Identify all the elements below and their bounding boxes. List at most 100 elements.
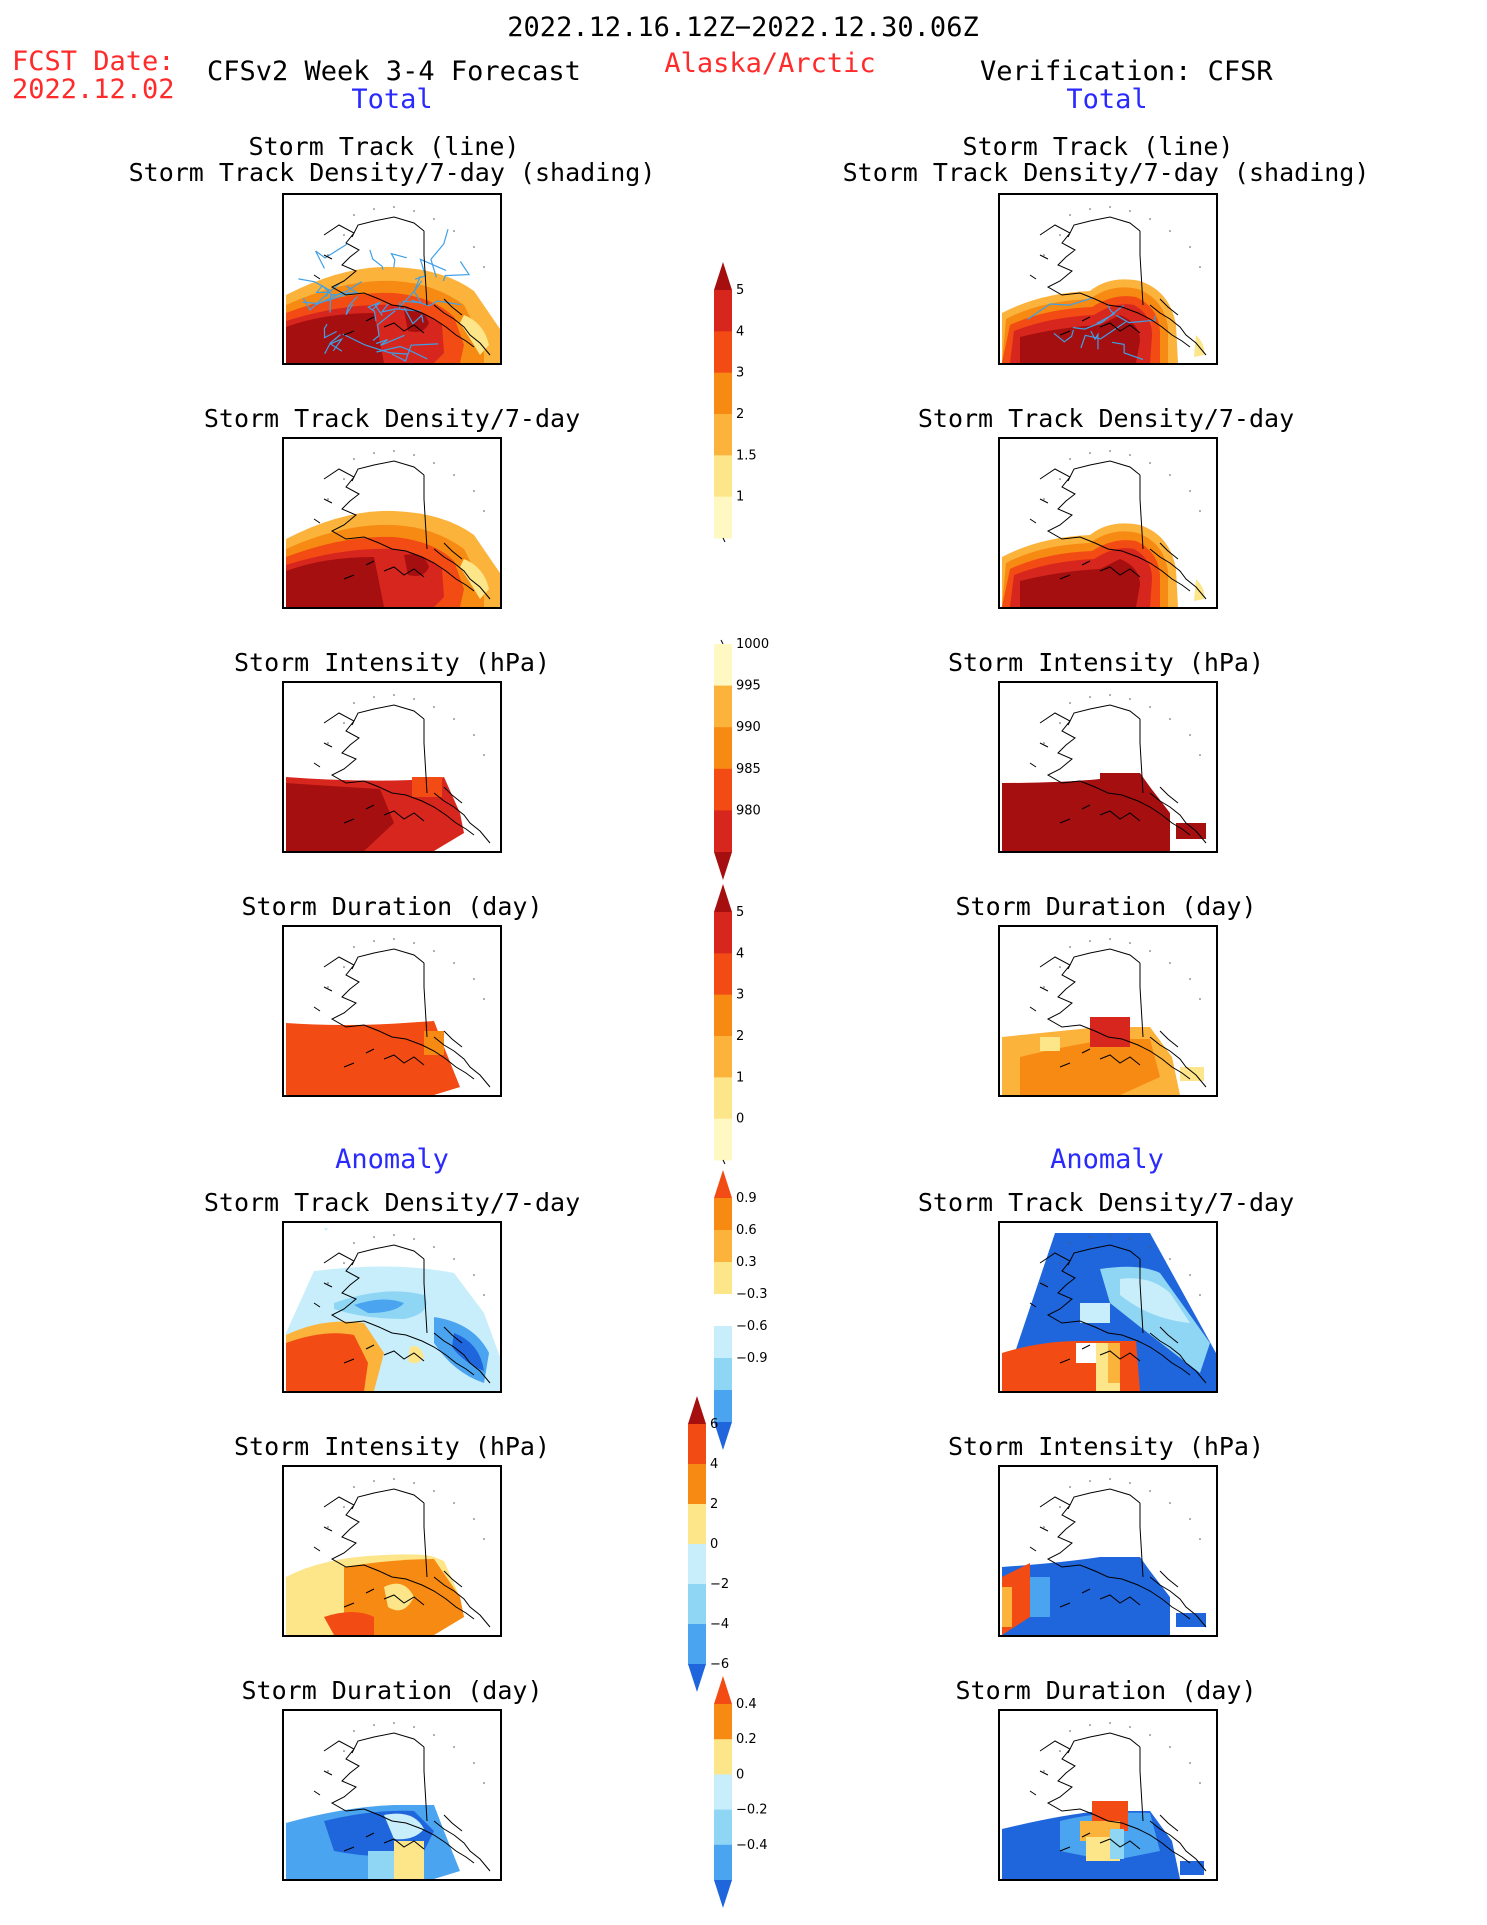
shading-cell [1176,823,1206,839]
colorbar-intensity-anomaly: 6 4 2 0 −2 −4 −6 [686,1396,756,1692]
storm-track [1111,341,1144,361]
colorbar-tick-label: 4 [736,946,744,961]
border-line [1139,1503,1144,1578]
colorbar-segment [714,1844,732,1881]
map-panel-forecast-density-anomaly [282,1221,502,1393]
storm-track [315,243,348,269]
shading-contour [404,554,429,576]
anomaly-heading-left: Anomaly [335,1144,449,1175]
storm-track [342,333,409,355]
colorbar-segment [714,912,732,954]
panel-title: Storm Duration (day) [241,892,543,921]
total-heading-right: Total [1066,84,1148,115]
graticule-dots [327,206,485,268]
colorbar-segment [714,685,732,728]
colorbar-tick-label: 985 [736,762,761,777]
map-panel-verification-track [998,193,1218,365]
colorbar-segment [688,1624,706,1665]
colorbar-segment [714,810,732,853]
shading-contour [384,1813,424,1840]
storm-track [403,307,424,325]
colorbar-segment [714,290,732,332]
anomaly-heading-right: Anomaly [1050,1144,1164,1175]
colorbar-segment [714,768,732,811]
colorbar-tick-label: 0 [736,1112,744,1127]
storm-track [430,229,449,278]
map-panel-forecast-density [282,437,502,609]
coastline [1029,1732,1207,1872]
colorbar-segment [688,1584,706,1625]
storm-track [323,323,337,339]
colorbar-segment [714,953,732,996]
storm-track [390,252,407,268]
border-line [423,475,428,550]
storm-track [442,261,471,282]
colorbar-tick-label: 0 [710,1537,718,1552]
colorbar-segment [688,1424,706,1465]
colorbar-tick-label: −2 [710,1577,729,1592]
colorbar-track-density-anomaly: 0.9 0.6 0.3 −0.3 −0.6 −0.9 [712,1170,782,1450]
colorbar-tick-label: −0.6 [736,1319,768,1334]
panel-title: Storm Intensity (hPa) [233,648,551,677]
colorbar-segment [714,1774,732,1811]
colorbar-segment [714,1262,732,1295]
storm-track [376,345,428,360]
colorbar-segment [714,1118,732,1161]
panel-title: Storm Track (line) [248,132,520,161]
shading-cell [394,1841,424,1879]
colorbar-arrow-top [714,884,732,912]
colorbar-segment [714,414,732,456]
panel-title: Storm Duration (day) [955,1676,1257,1705]
storm-track [1080,321,1127,349]
shading-cell [1002,1587,1012,1627]
colorbar-tick-label: 0.6 [736,1223,757,1238]
coastline [1029,1488,1207,1628]
shading-cell [1040,1037,1060,1051]
colorbar-segment [714,1036,732,1078]
storm-track [375,334,405,346]
coastline [313,1732,491,1872]
map-panel-verification-intensity [998,681,1218,853]
colorbar-tick-label: 1 [736,1070,744,1085]
storm-track-lines [298,229,471,362]
coastline [1029,460,1207,600]
shading-contour [1020,559,1140,607]
graticule-dots [1043,450,1201,512]
colorbar-arrow-top [714,262,732,290]
panel-title: Storm Duration (day) [955,892,1257,921]
model-label: CFSv2 Week 3-4 Forecast [207,56,581,87]
colorbar-duration-anomaly: 0.4 0.2 0 −0.2 −0.4 [712,1676,782,1908]
colorbar-segment [714,1704,732,1740]
colorbar-tick-label: −0.2 [736,1803,768,1818]
colorbar-tick-label: 5 [736,905,744,920]
border-line [1139,963,1144,1038]
fcst-date-value: 2022.12.02 [12,74,175,105]
border-line [1139,1747,1144,1822]
shading-contour [1194,579,1205,601]
coastline [1029,704,1207,844]
map-panel-forecast-intensity [282,681,502,853]
storm-track [369,249,384,270]
storm-track [315,284,333,296]
shading-contour [324,1612,374,1635]
coastline [1029,948,1207,1088]
colorbar-segment [714,496,732,539]
colorbar-tail-bottom [722,1159,726,1165]
shading-cell [1180,1861,1204,1875]
shading-contour [1002,773,1170,851]
colorbar-segment [714,1739,732,1775]
shading-contour [286,783,394,851]
colorbar-tick-label: 1.5 [736,448,757,463]
colorbar-segment [688,1464,706,1505]
colorbar-tail-top [720,639,724,645]
shading-contour [452,1333,484,1371]
border-line [423,963,428,1038]
coastline [1029,216,1207,356]
storm-track [345,296,358,316]
colorbar-segment [714,455,732,498]
colorbar-tick-label: 2 [710,1497,718,1512]
panel-title: Storm Intensity (hPa) [947,648,1265,677]
colorbar-tick-label: 6 [710,1417,718,1432]
panel-title: Storm Track Density/7-day (shading) [128,158,656,187]
colorbar-segment [714,331,732,374]
